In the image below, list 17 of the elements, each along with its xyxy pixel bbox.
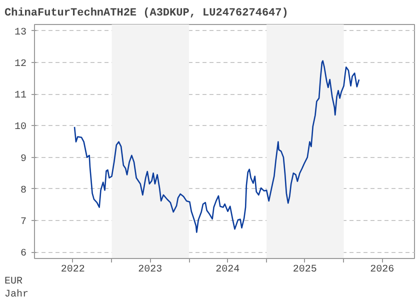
- line-series: [74, 60, 360, 233]
- y-tick-label: 12: [14, 58, 27, 70]
- x-tick-label: 2026: [370, 264, 394, 276]
- chart-title: ChinaFuturTechnATH2E (A3DKUP, LU2476274647): [4, 8, 288, 20]
- y-tick-label: 9: [20, 154, 27, 165]
- y-axis-title: EUR: [4, 276, 23, 288]
- y-tick-label: 6: [20, 248, 27, 260]
- y-tick-label: 10: [14, 122, 27, 134]
- x-tick-label: 2022: [60, 264, 85, 276]
- y-tick-label: 11: [14, 90, 27, 102]
- x-tick-label: 2025: [292, 264, 317, 276]
- y-tick-label: 13: [14, 27, 27, 38]
- y-tick-label: 7: [20, 217, 27, 228]
- y-tick-label: 8: [20, 185, 27, 196]
- x-axis-title: Jahr: [4, 288, 29, 300]
- x-tick-label: 2023: [138, 264, 162, 276]
- x-tick-label: 2024: [216, 264, 240, 276]
